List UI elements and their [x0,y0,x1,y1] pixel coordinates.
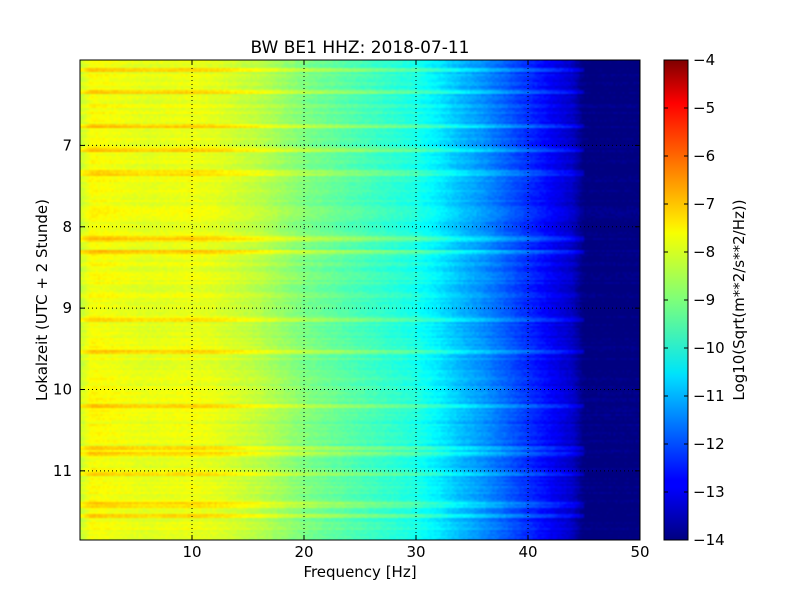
colorbar-tick-label: −6 [693,147,715,165]
colorbar-tick-label: −14 [693,531,725,549]
y-axis-label: Lokalzeit (UTC + 2 Stunde) [33,199,51,401]
colorbar-tick-label: −9 [693,291,715,309]
grid-lines [80,60,640,540]
x-axis-label: Frequency [Hz] [303,563,416,581]
chart-title: BW BE1 HHZ: 2018-07-11 [250,38,469,58]
colorbar-tick-label: −4 [693,51,715,69]
plot-frame [79,59,641,541]
x-tick-label: 20 [294,543,313,561]
y-tick-label: 9 [62,299,72,317]
x-tick-label: 30 [406,543,425,561]
y-tick-label: 11 [53,462,72,480]
colorbar-tick-label: −10 [693,339,725,357]
colorbar-tick-label: −13 [693,483,725,501]
colorbar-tick-label: −12 [693,435,725,453]
x-tick-label: 40 [518,543,537,561]
y-tick-label: 8 [62,218,72,236]
colorbar-tick-label: −7 [693,195,715,213]
colorbar-tick-label: −8 [693,243,715,261]
y-tick-label: 7 [62,136,72,154]
x-axis-ticks: 10 20 30 40 50 [182,60,650,561]
colorbar-tick-label: −11 [693,387,725,405]
colorbar-tick-label: −5 [693,99,715,117]
spectrogram-image [80,60,640,540]
colorbar-label: Log10(Sqrt(m**2/s**2/Hz)) [730,199,748,400]
y-axis-ticks: 7 8 9 10 11 [53,136,640,480]
colorbar-ticks: −4 −5 −6 −7 −8 −9 −10 −11 −12 −13 −14 [664,51,725,549]
x-tick-label: 50 [630,543,649,561]
x-tick-label: 10 [182,543,201,561]
spectrogram-heatmap [80,60,640,540]
y-tick-label: 10 [53,380,72,398]
